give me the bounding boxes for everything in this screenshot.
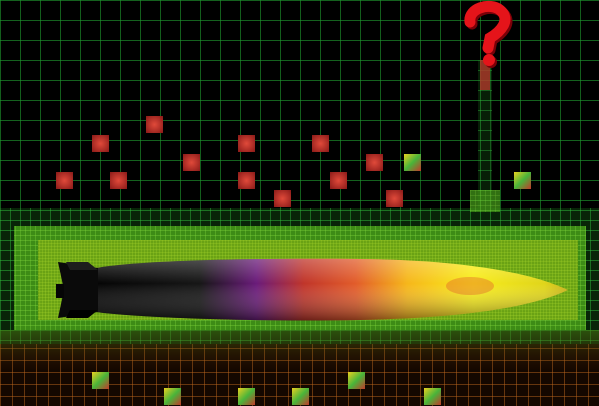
projectile-body: [56, 258, 568, 321]
refined-cells: [56, 116, 531, 405]
question-mark-icon: [464, 1, 513, 68]
lower-transition: [0, 330, 599, 370]
refined-column: [478, 60, 492, 210]
refined-column-core: [480, 60, 490, 90]
refined-column-base: [470, 190, 500, 212]
